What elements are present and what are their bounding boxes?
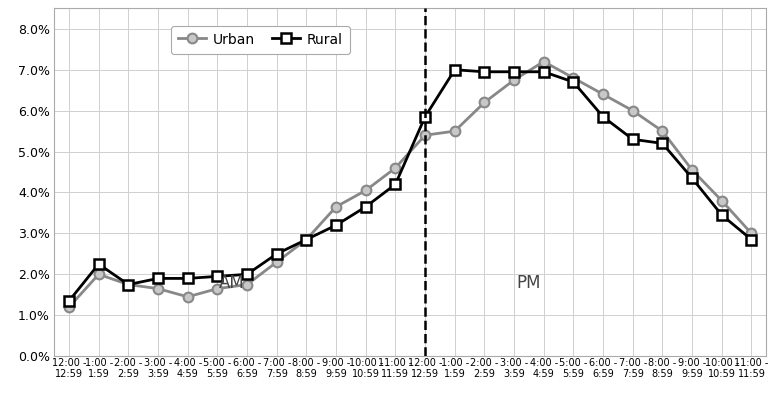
Rural xyxy=(391,182,400,187)
Urban xyxy=(598,92,608,97)
Line: Urban: Urban xyxy=(64,57,756,312)
Urban xyxy=(747,231,756,236)
Rural xyxy=(598,114,608,119)
Urban xyxy=(153,286,163,291)
Legend: Urban, Rural: Urban, Rural xyxy=(172,26,350,54)
Urban xyxy=(64,305,74,310)
Urban xyxy=(361,188,370,193)
Urban xyxy=(480,100,489,105)
Line: Rural: Rural xyxy=(64,65,756,305)
Rural xyxy=(539,69,548,74)
Rural xyxy=(509,69,519,74)
Rural xyxy=(420,114,430,119)
Rural xyxy=(687,176,697,181)
Rural xyxy=(361,204,370,210)
Rural xyxy=(94,261,104,266)
Urban xyxy=(658,129,667,134)
Urban xyxy=(272,259,282,264)
Urban xyxy=(94,272,104,277)
Rural xyxy=(183,276,192,281)
Urban xyxy=(717,198,726,203)
Rural xyxy=(64,298,74,303)
Urban xyxy=(687,168,697,173)
Rural xyxy=(480,69,489,74)
Urban xyxy=(331,204,341,210)
Rural xyxy=(450,67,459,72)
Urban xyxy=(628,108,637,113)
Urban xyxy=(183,294,192,299)
Urban xyxy=(124,282,133,287)
Urban xyxy=(420,133,430,138)
Rural xyxy=(242,272,252,277)
Text: AM: AM xyxy=(219,274,245,292)
Urban xyxy=(509,78,519,83)
Rural xyxy=(213,274,222,279)
Urban xyxy=(569,75,578,80)
Rural xyxy=(272,251,282,256)
Urban xyxy=(450,129,459,134)
Rural xyxy=(658,141,667,146)
Urban xyxy=(213,286,222,291)
Rural xyxy=(124,282,133,287)
Rural xyxy=(153,276,163,281)
Urban xyxy=(539,59,548,64)
Rural xyxy=(628,137,637,142)
Rural xyxy=(331,223,341,228)
Urban xyxy=(302,237,311,242)
Rural xyxy=(717,212,726,217)
Rural xyxy=(569,80,578,85)
Rural xyxy=(302,237,311,242)
Urban xyxy=(242,282,252,287)
Text: PM: PM xyxy=(517,274,541,292)
Urban xyxy=(391,166,400,171)
Rural xyxy=(747,237,756,242)
